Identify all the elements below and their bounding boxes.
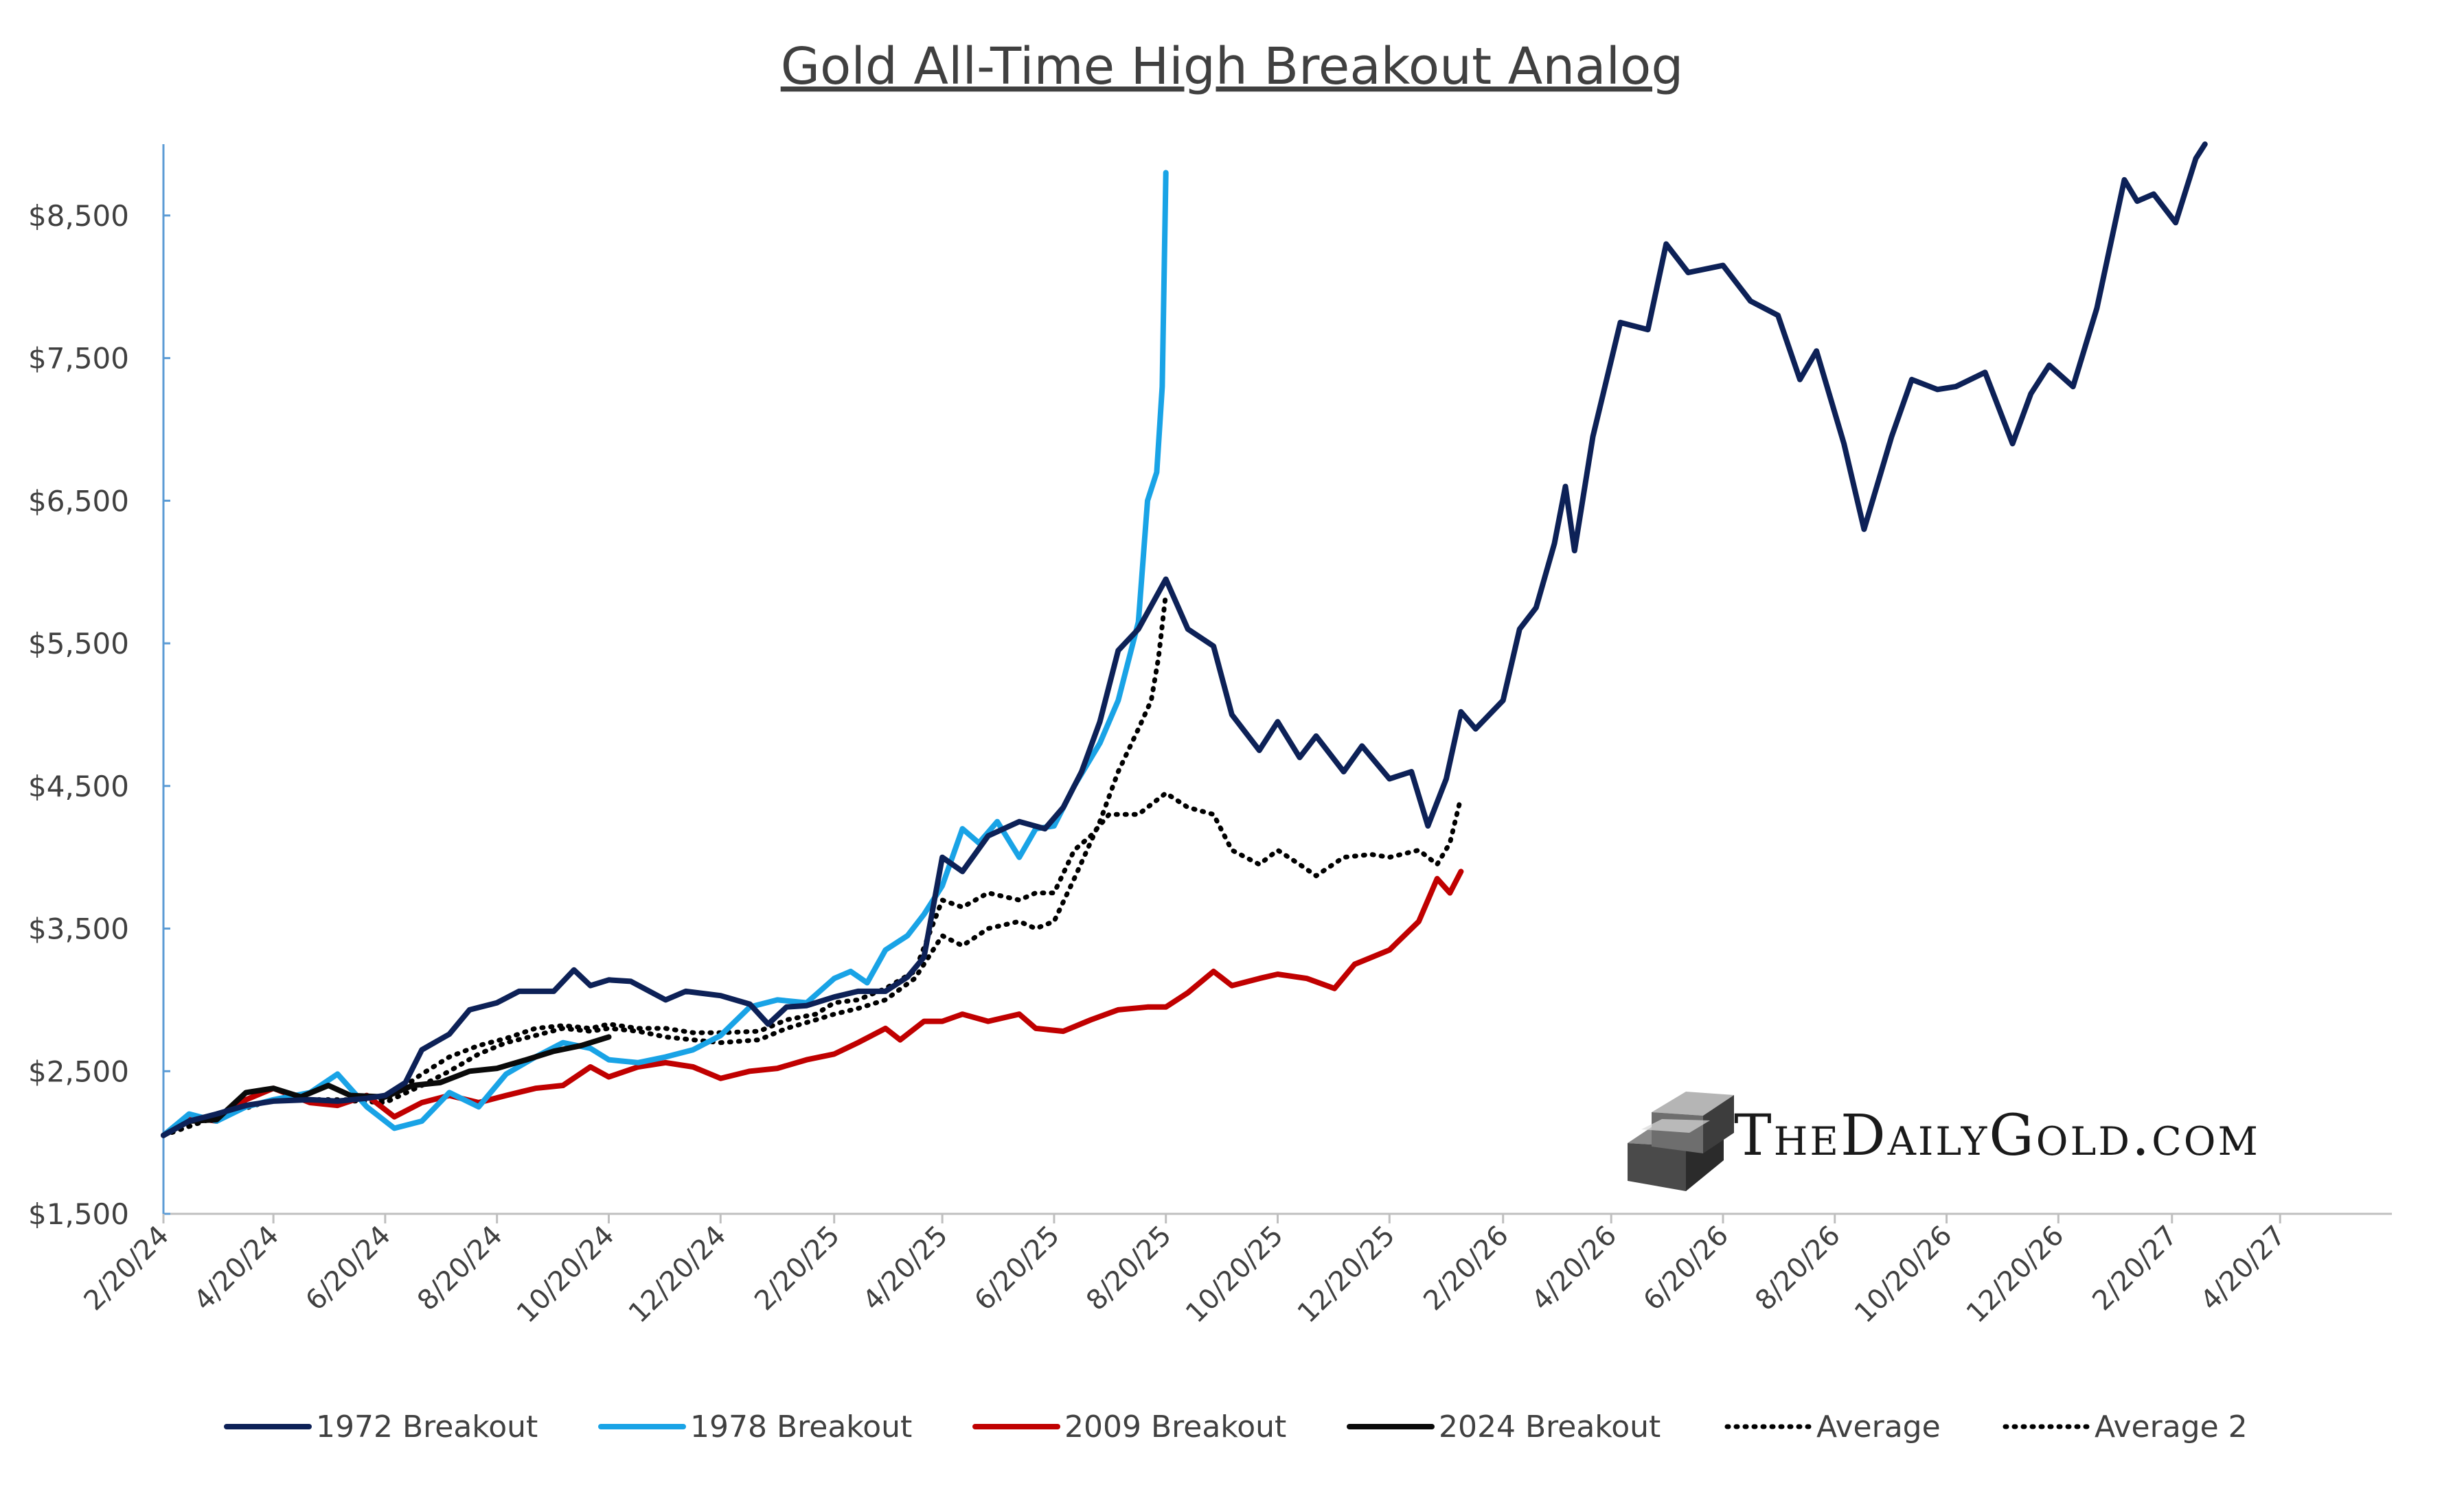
chart-title: Gold All-Time High Breakout Analog: [781, 37, 1684, 96]
series-line-average: [161, 790, 1463, 1138]
series-lines: [161, 141, 2208, 1138]
gold-bar-icon: [1628, 1092, 1734, 1191]
thedailygold-logo: TheDailyGold.com: [1628, 1092, 2260, 1191]
logo-text: TheDailyGold.com: [1734, 1103, 2260, 1169]
legend: 1972 Breakout 1978 Breakout 2009 Breakout 2…: [224, 1409, 2248, 1444]
y-tick-label: $2,500: [28, 1055, 129, 1088]
y-tick-label: $8,500: [28, 199, 129, 233]
y-tick-label: $4,500: [28, 770, 129, 803]
series-line-average-2: [161, 590, 1169, 1138]
legend-label: 2024 Breakout: [1439, 1409, 1661, 1444]
y-tick-label: $7,500: [28, 342, 129, 376]
legend-label: 2009 Breakout: [1064, 1409, 1286, 1444]
legend-label: 1978 Breakout: [690, 1409, 912, 1444]
y-tick-label: $1,500: [28, 1197, 129, 1231]
legend-label: Average 2: [2095, 1409, 2248, 1444]
y-tick-label: $6,500: [28, 484, 129, 518]
series-line-2009-breakout: [161, 868, 1464, 1138]
series-line-1972-breakout: [161, 141, 2208, 1138]
y-tick-label: $5,500: [28, 627, 129, 660]
y-axis-ticks: $1,500 $2,500 $3,500 $4,500 $5,500 $6,500 $7,5…: [28, 199, 170, 1231]
y-tick-label: $3,500: [28, 912, 129, 946]
legend-label: 1972 Breakout: [316, 1409, 538, 1444]
legend-label: Average: [1816, 1409, 1941, 1444]
